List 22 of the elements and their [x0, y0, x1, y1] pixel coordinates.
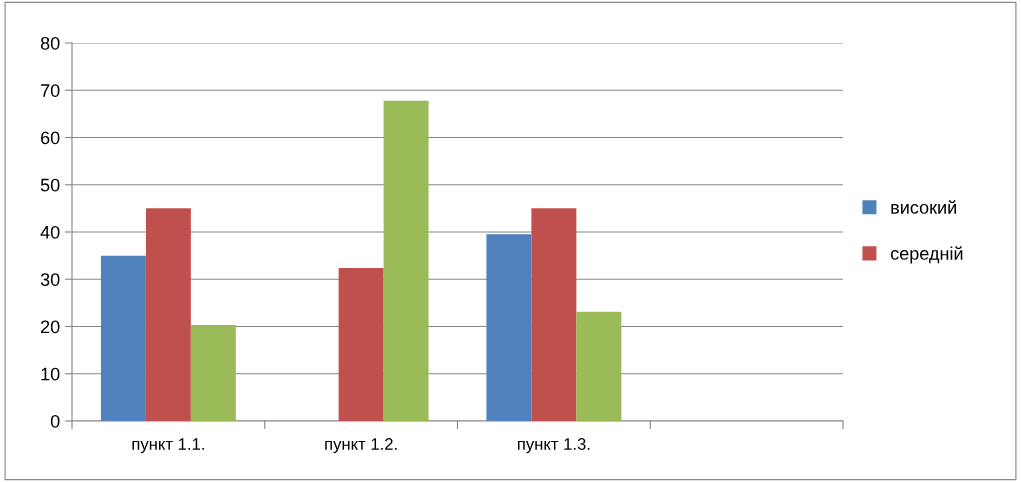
y-tick-label: 20	[41, 320, 60, 334]
x-tick-label: пункт 1.1.	[132, 438, 204, 454]
x-tick-label: пункт 1.3.	[517, 438, 590, 454]
legend-label: високий	[891, 200, 956, 214]
bar	[383, 100, 429, 421]
y-tick-label: 0	[50, 414, 60, 428]
y-tick-label: 30	[40, 273, 60, 286]
y-tick-label: 50	[40, 178, 60, 192]
y-tick-label: 70	[41, 84, 60, 97]
x-tick-label: пункт 1.2.	[325, 438, 397, 454]
y-tick-label: 80	[40, 36, 60, 50]
y-tick-label: 60	[41, 131, 60, 145]
bar	[338, 267, 384, 421]
bar	[100, 255, 146, 421]
bar	[486, 234, 532, 421]
legend-label: середній	[890, 246, 963, 264]
y-tick-label: 40	[40, 225, 60, 239]
y-tick-label: 10	[41, 367, 60, 381]
bar	[531, 208, 577, 421]
bar	[145, 208, 191, 421]
bar	[576, 311, 622, 421]
bar	[190, 325, 236, 421]
